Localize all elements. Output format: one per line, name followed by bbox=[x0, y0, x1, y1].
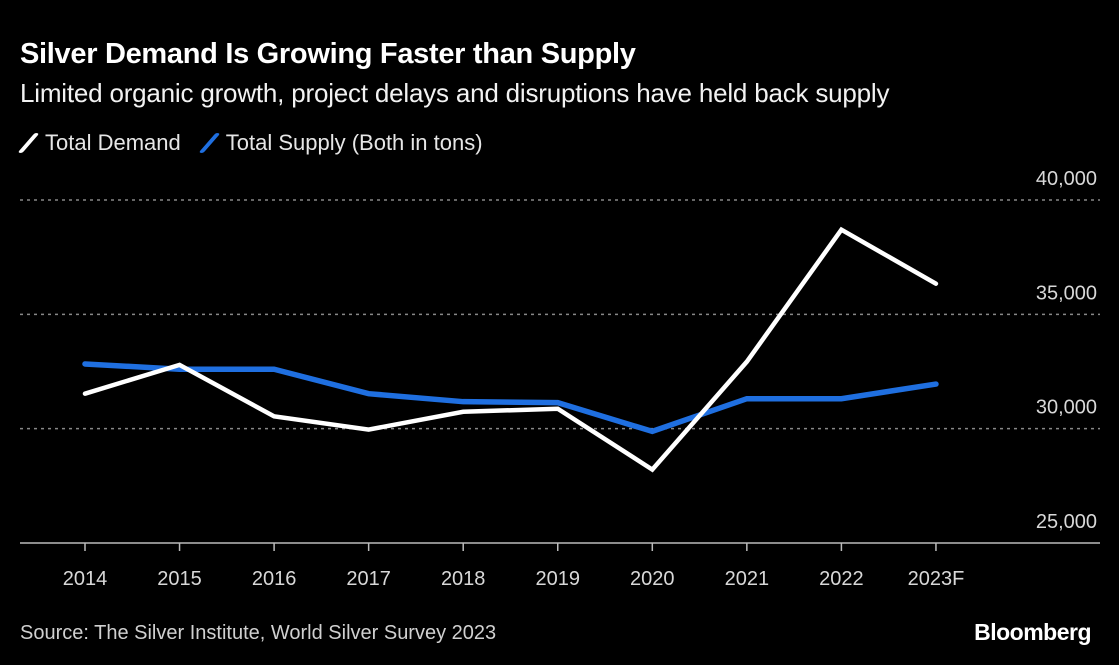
y-tick-label: 40,000 bbox=[1036, 168, 1097, 190]
x-tick-label: 2020 bbox=[630, 568, 675, 590]
x-tick-label: 2019 bbox=[536, 568, 581, 590]
source-note: Source: The Silver Institute, World Silv… bbox=[20, 622, 497, 644]
x-tick-label: 2021 bbox=[725, 568, 770, 590]
chart-title: Silver Demand Is Growing Faster than Sup… bbox=[20, 38, 636, 70]
x-tick-label: 2018 bbox=[441, 568, 486, 590]
bloomberg-logo: Bloomberg bbox=[974, 619, 1091, 645]
legend: Total Demand Total Supply (Both in tons) bbox=[17, 130, 505, 156]
demand-line bbox=[82, 226, 939, 473]
chart-subtitle: Limited organic growth, project delays a… bbox=[20, 78, 890, 108]
y-tick-label: 25,000 bbox=[1036, 511, 1097, 533]
legend-item-demand: Total Demand bbox=[17, 130, 181, 156]
supply-line bbox=[82, 361, 939, 435]
legend-item-supply: Total Supply (Both in tons) bbox=[198, 130, 483, 156]
x-tick-label: 2022 bbox=[819, 568, 864, 590]
y-tick-label: 35,000 bbox=[1036, 282, 1097, 304]
legend-label-supply: Total Supply (Both in tons) bbox=[225, 130, 483, 155]
x-tick-label: 2017 bbox=[346, 568, 391, 590]
y-tick-label: 30,000 bbox=[1036, 397, 1097, 419]
x-tick-label: 2023F bbox=[908, 568, 965, 590]
x-tick-label: 2014 bbox=[63, 568, 108, 590]
x-tick-label: 2016 bbox=[252, 568, 297, 590]
legend-label-demand: Total Demand bbox=[45, 130, 181, 155]
x-tick-label: 2015 bbox=[157, 568, 202, 590]
